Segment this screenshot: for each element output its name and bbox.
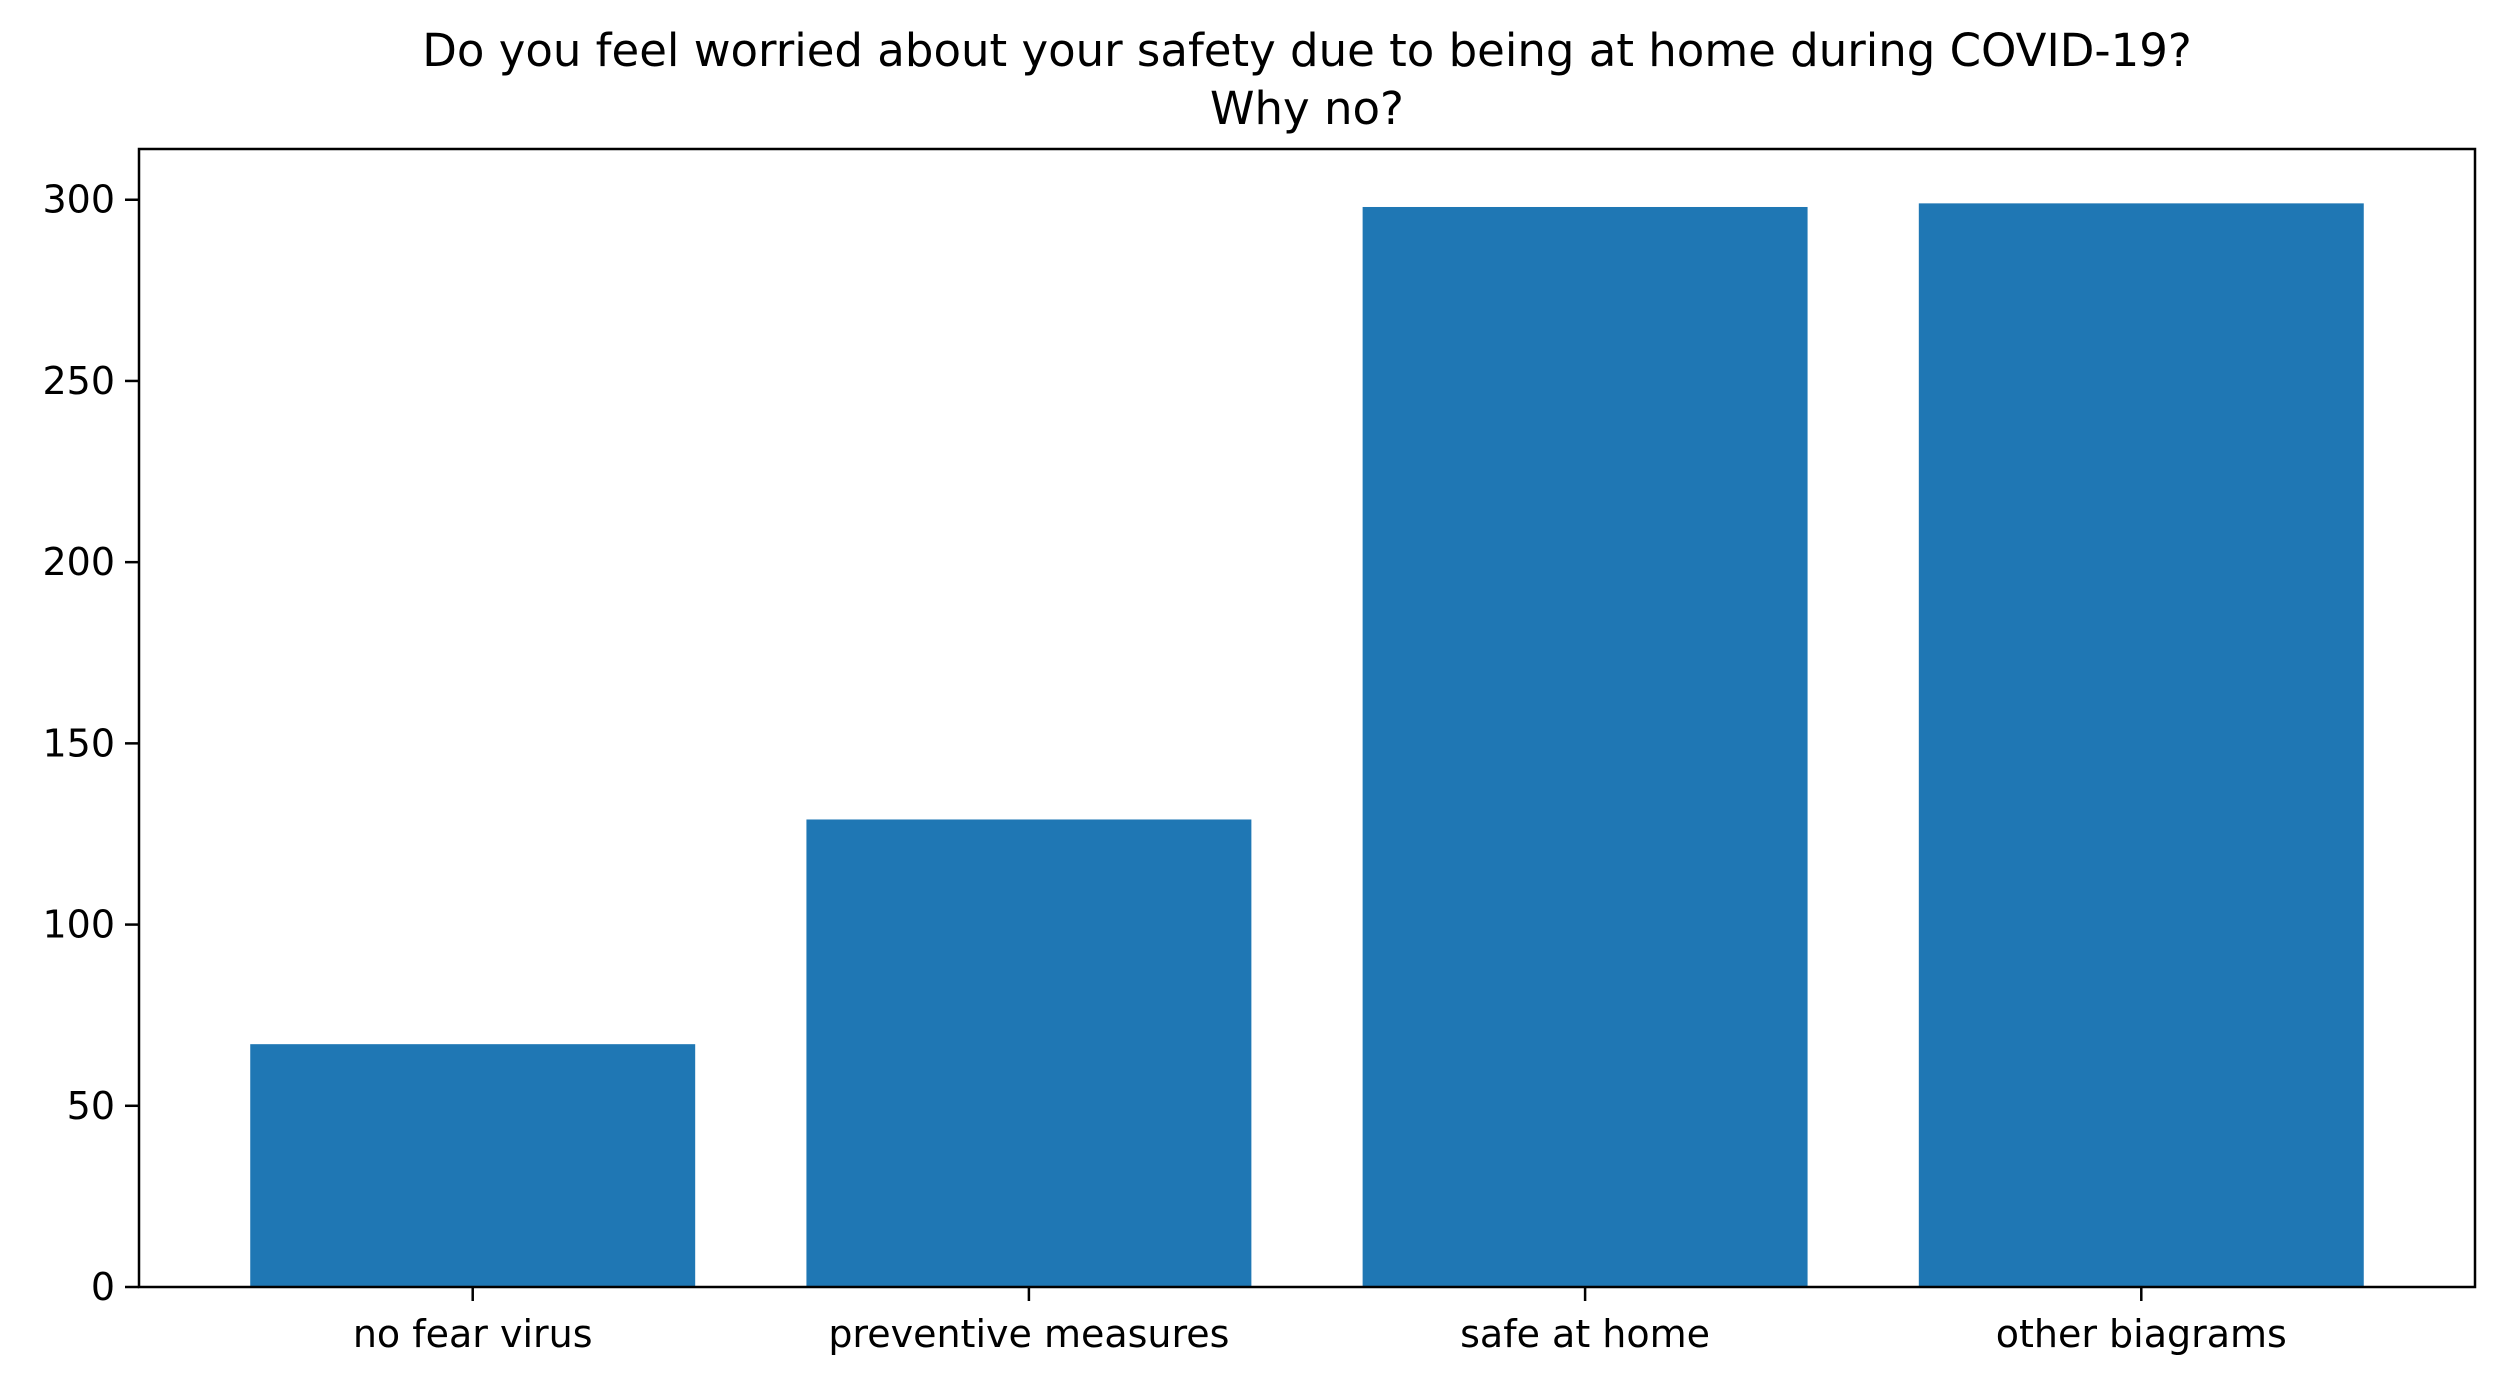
chart-title: Do you feel worried about your safety du…	[422, 24, 2192, 77]
y-tick-label: 50	[67, 1084, 115, 1128]
bars-group	[250, 203, 2364, 1288]
bar-no-fear-virus	[250, 1044, 696, 1287]
x-axis: no fear virus preventive measures safe at …	[353, 1287, 2287, 1356]
x-tick-label: preventive measures	[828, 1312, 1229, 1356]
x-tick-label: safe at home	[1460, 1312, 1710, 1356]
bar-preventive-measures	[806, 819, 1252, 1287]
y-tick-label: 150	[42, 721, 115, 765]
x-tick-label: no fear virus	[353, 1312, 593, 1356]
plot-frame	[137, 147, 2477, 1289]
y-tick-label: 300	[42, 178, 115, 222]
y-tick-label: 100	[42, 903, 115, 947]
y-axis: 0 50 100 150 200 250 300	[42, 178, 139, 1309]
y-tick-label: 0	[91, 1265, 115, 1309]
x-tick-label: other biagrams	[1996, 1312, 2287, 1356]
bar-other-biagrams	[1918, 203, 2364, 1288]
y-tick-label: 200	[42, 540, 115, 584]
chart-subtitle: Why no?	[1210, 82, 1404, 135]
y-tick-label: 250	[42, 359, 115, 403]
bar-safe-at-home	[1362, 206, 1808, 1287]
